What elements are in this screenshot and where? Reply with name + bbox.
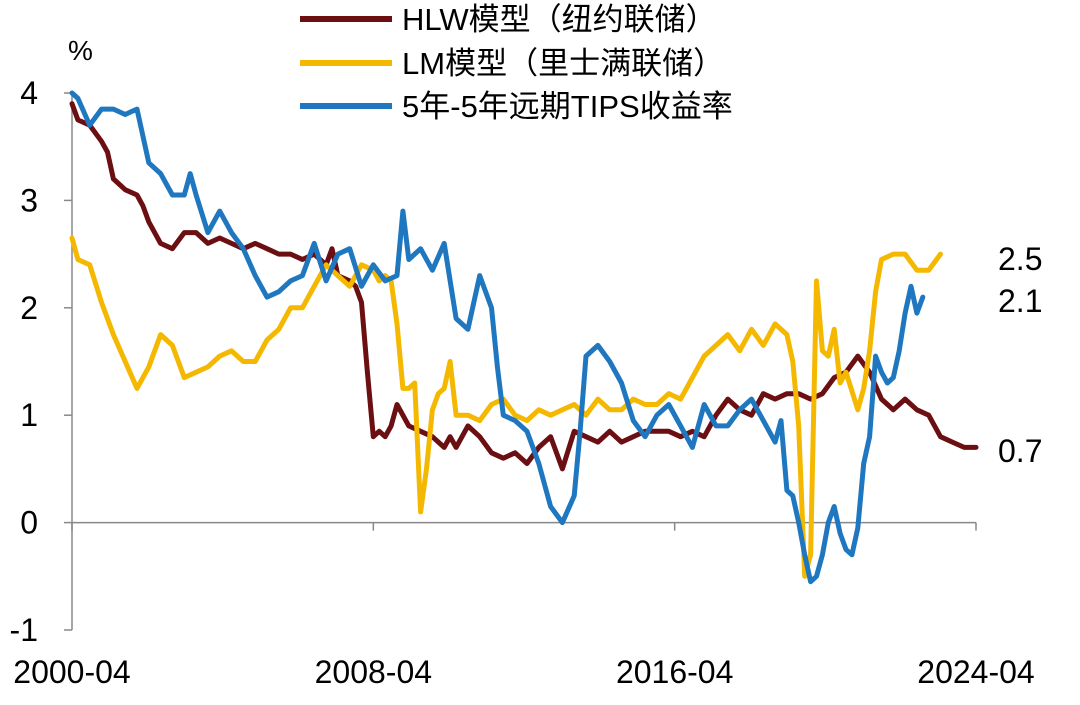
series-line-3 [69,90,926,585]
y-tick-label: -1 [10,612,38,648]
legend: HLW模型（纽约联储） LM模型（里士满联储） 5年-5年远期TIPS收益率 [300,2,733,124]
x-tick-label: 2024-04 [917,654,1034,690]
end-label-hlw: 0.7 [998,433,1042,469]
end-label-lm: 2.5 [998,241,1042,277]
series-lines [69,90,979,585]
legend-label-lm: LM模型（里士满联储） [402,46,724,81]
axes: -1 0 1 2 3 4 2000-04 2008-04 2016-04 2024-04 [10,75,1035,690]
legend-label-hlw: HLW模型（纽约联储） [402,2,717,37]
end-label-tips: 2.1 [998,283,1042,319]
end-value-labels: 2.5 2.1 0.7 [998,241,1042,469]
y-tick-label: 3 [20,182,38,218]
y-tick-label: 2 [20,290,38,326]
series-line-1 [69,101,979,472]
legend-label-tips: 5年-5年远期TIPS收益率 [402,89,733,124]
x-tick-label: 2000-04 [13,654,130,690]
series-line-2 [69,235,943,579]
y-tick-label: 0 [20,505,38,541]
x-tick-label: 2016-04 [616,654,733,690]
y-tick-label: 4 [20,75,38,111]
y-tick-label: 1 [20,397,38,433]
y-axis-unit: % [68,35,93,66]
x-tick-label: 2008-04 [315,654,432,690]
